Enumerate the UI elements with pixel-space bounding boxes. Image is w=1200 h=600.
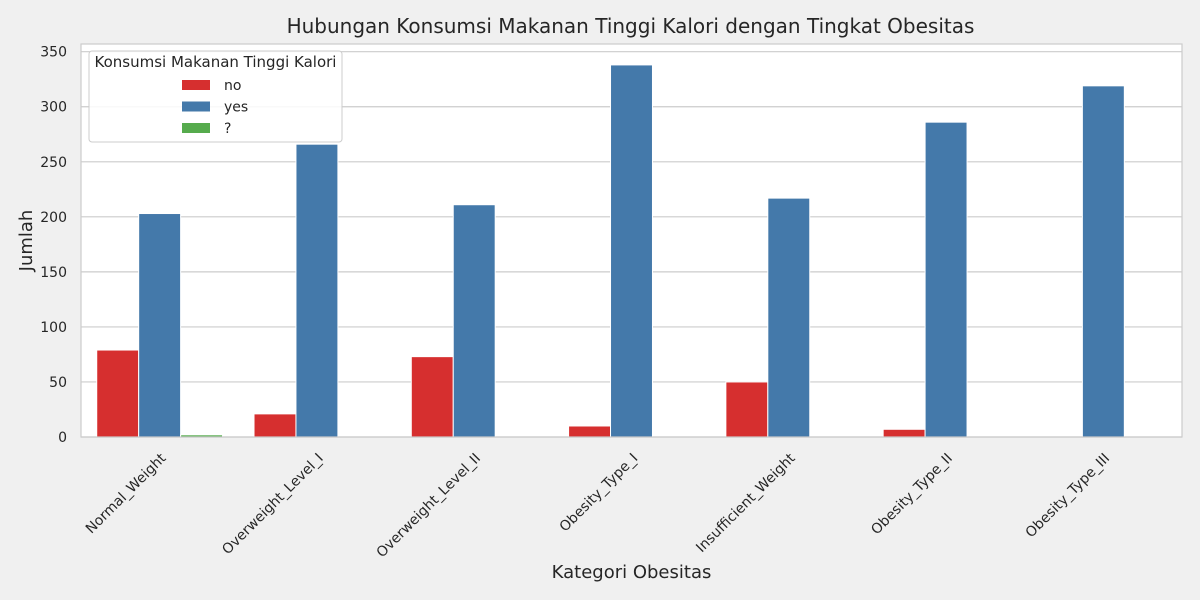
y-tick-label: 200 [40,210,67,226]
y-tick-label: 50 [49,375,67,391]
bars [96,64,1125,438]
bar-yes-Overweight_Level_II [452,204,496,438]
x-axis-label: Kategori Obesitas [552,562,712,583]
legend-label: ? [224,121,231,137]
bar-yes-Obesity_Type_III [1081,85,1125,438]
legend-title: Konsumsi Makanan Tinggi Kalori [95,53,337,71]
legend-swatch-no [182,80,210,90]
bar-no-Overweight_Level_II [410,356,454,438]
y-axis-ticks: 0 50 100 150 200 250 300 350 [40,45,67,446]
bar-no-Overweight_Level_I [253,413,297,438]
bar-yes-Obesity_Type_I [610,64,653,438]
bar-yes-Overweight_Level_I [295,143,339,438]
legend-label: yes [224,100,248,116]
chart-title: Hubungan Konsumsi Makanan Tinggi Kalori … [287,14,975,38]
y-tick-label: 150 [40,265,67,281]
plot-frame [80,43,1183,438]
bar-yes-Insufficient_Weight [767,197,811,438]
legend: Konsumsi Makanan Tinggi Kalori no yes? [88,50,343,143]
y-axis-label: Jumlah [16,210,37,273]
legend-swatch-? [182,123,210,133]
y-tick-label: 350 [40,45,67,61]
legend-label: no [224,78,241,94]
y-tick-label: 0 [58,430,67,446]
y-tick-label: 250 [40,155,67,171]
bar-yes-Obesity_Type_II [924,121,968,438]
bar-no-Obesity_Type_I [568,425,612,438]
y-tick-label: 100 [40,320,67,336]
legend-swatch-yes [182,101,210,112]
bar-no-Normal_Weight [96,349,140,438]
y-tick-label: 300 [40,100,67,116]
bar-yes-Normal_Weight [138,213,182,438]
bar-no-Insufficient_Weight [725,381,769,438]
bar-no-Obesity_Type_II [882,428,926,438]
legend-box [88,50,343,143]
